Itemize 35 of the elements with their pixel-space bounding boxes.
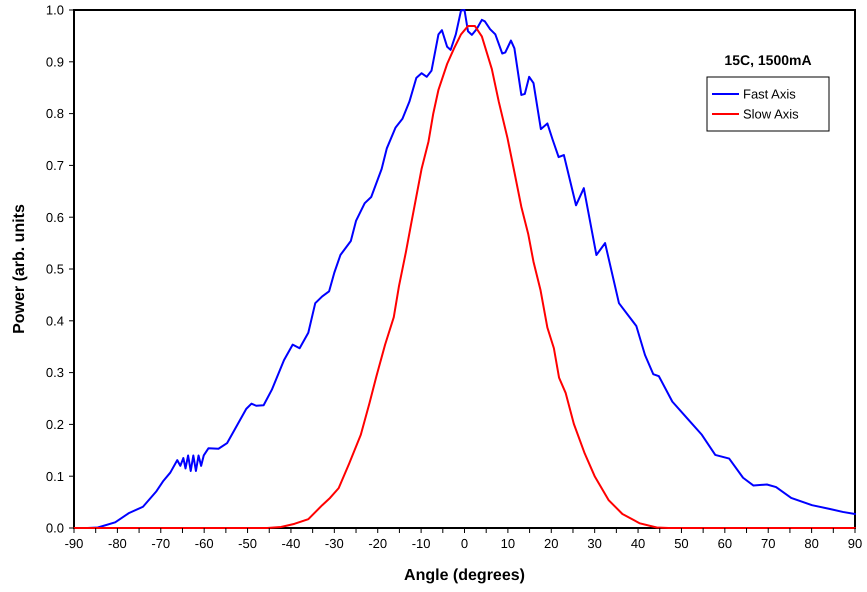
y-tick-label: 1.0 (46, 2, 64, 18)
y-tick-label: 0.0 (46, 520, 64, 536)
x-tick-label: 20 (544, 536, 559, 551)
y-tick-label: 0.1 (46, 468, 64, 484)
y-tick-label: 0.5 (46, 262, 64, 277)
y-tick-label: 0.3 (46, 365, 64, 380)
legend-label: Slow Axis (743, 106, 800, 122)
x-tick-label: -40 (282, 536, 300, 551)
x-tick-label: -70 (151, 536, 170, 551)
y-tick-label: 0.8 (46, 106, 64, 122)
x-tick-label: 70 (760, 536, 776, 551)
x-tick-label: 50 (674, 536, 689, 551)
x-tick-label: -50 (238, 536, 257, 551)
x-axis-title: Angle (degrees) (404, 567, 525, 584)
x-tick-label: 40 (630, 536, 646, 551)
x-tick-label: 10 (500, 536, 516, 551)
x-tick-label: -60 (194, 536, 214, 551)
x-tick-label: 30 (587, 536, 602, 551)
y-tick-label: 0.7 (46, 158, 64, 173)
y-tick-label: 0.4 (46, 313, 64, 328)
y-axis-title: Power (arb. units (11, 204, 28, 334)
y-tick-label: 0.2 (46, 416, 64, 432)
x-tick-label: 80 (804, 536, 819, 551)
x-tick-label: 0 (460, 536, 468, 551)
x-tick-label: 60 (718, 536, 732, 551)
x-tick-label: -30 (324, 536, 344, 551)
annotation: 15C, 1500mA (724, 52, 812, 68)
x-tick-label: -10 (412, 536, 431, 551)
x-tick-label: -90 (64, 536, 84, 551)
x-tick-label: 90 (848, 536, 862, 551)
x-tick-label: -20 (368, 536, 388, 551)
y-tick-label: 0.6 (46, 210, 64, 225)
x-tick-label: -80 (108, 536, 127, 551)
legend-label: Fast Axis (743, 86, 796, 102)
y-tick-label: 0.9 (46, 54, 64, 70)
